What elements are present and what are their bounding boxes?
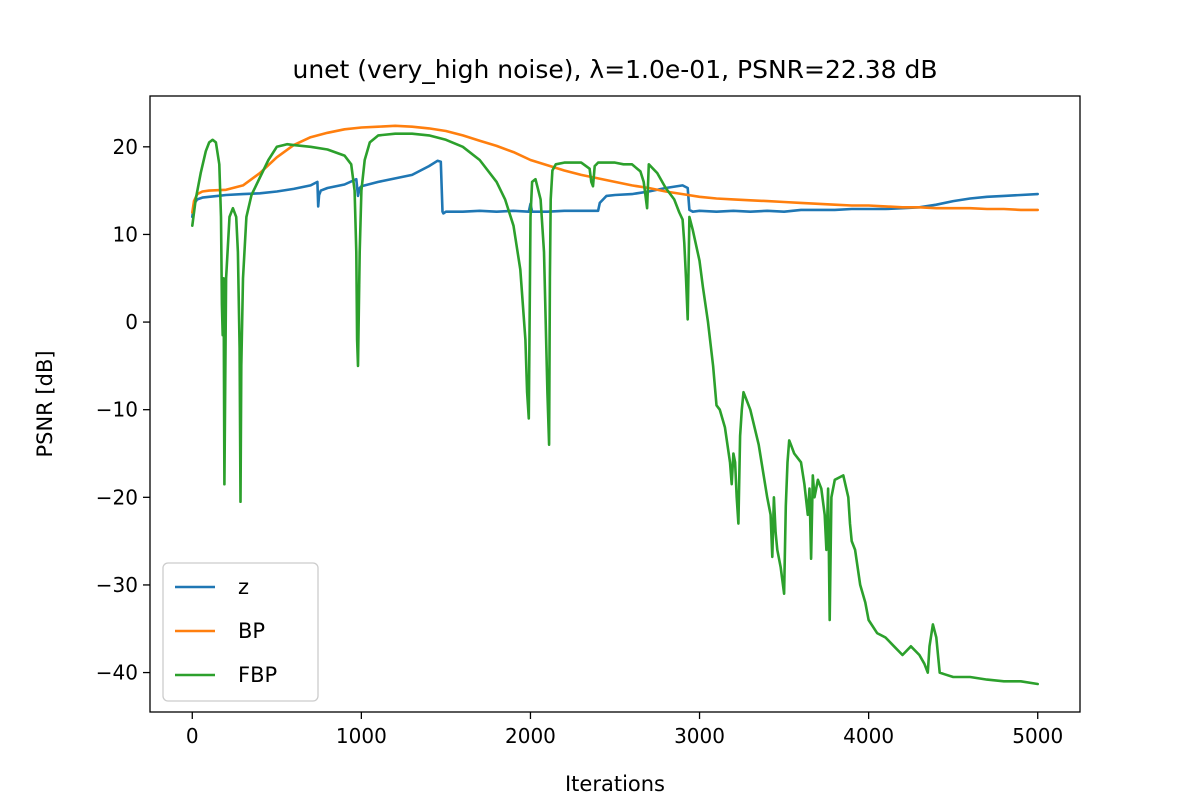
x-axis-label: Iterations bbox=[565, 772, 665, 796]
chart-title: unet (very_high noise), λ=1.0e-01, PSNR=… bbox=[292, 55, 937, 84]
series-layer bbox=[191, 124, 1039, 686]
y-tick-label: 0 bbox=[125, 310, 138, 334]
legend-label-z: z bbox=[238, 575, 249, 599]
x-tick-label: 3000 bbox=[674, 724, 725, 748]
y-axis-label: PSNR [dB] bbox=[33, 350, 57, 457]
series-line-fbp bbox=[191, 132, 1039, 686]
y-tick-label: 10 bbox=[113, 222, 138, 246]
y-tick-label: −30 bbox=[96, 573, 138, 597]
legend-box bbox=[162, 562, 319, 702]
legend-label-bp: BP bbox=[238, 619, 265, 643]
x-axis: 0 1000 2000 3000 4000 5000 bbox=[186, 712, 1063, 748]
y-tick-label: −10 bbox=[96, 398, 138, 422]
y-tick-label: 20 bbox=[113, 135, 138, 159]
legend: z BP FBP bbox=[162, 562, 319, 702]
x-tick-label: 4000 bbox=[843, 724, 894, 748]
y-tick-label: −20 bbox=[96, 485, 138, 509]
legend-label-fbp: FBP bbox=[238, 663, 277, 687]
y-tick-label: −40 bbox=[96, 661, 138, 685]
x-tick-label: 0 bbox=[186, 724, 199, 748]
x-tick-label: 2000 bbox=[505, 724, 556, 748]
plot-frame bbox=[149, 95, 1081, 713]
x-tick-label: 1000 bbox=[336, 724, 387, 748]
x-tick-label: 5000 bbox=[1012, 724, 1063, 748]
y-axis: 20 10 0 −10 −20 −30 −40 bbox=[96, 135, 150, 685]
